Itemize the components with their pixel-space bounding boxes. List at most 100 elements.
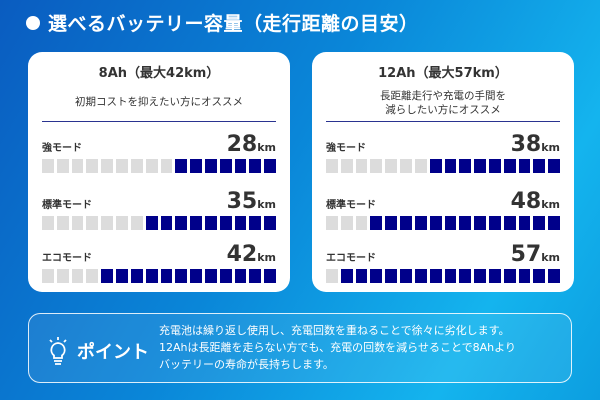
meter-block-filled (264, 216, 276, 230)
meter-block-filled (175, 269, 188, 283)
meter-block-filled (234, 269, 247, 283)
meter-block-filled (429, 159, 442, 173)
meter-block-empty (340, 159, 353, 173)
divider (326, 121, 560, 122)
point-box: ポイント 充電池は繰り返し使用し、充電回数を重ねることで徐々に劣化します。 12… (28, 313, 572, 383)
meter-block-filled (414, 269, 427, 283)
range-number: 28 (226, 132, 258, 157)
title-text: 選べるバッテリー容量（走行距離の目安） (48, 13, 419, 35)
meter-block-filled (548, 269, 560, 283)
divider (42, 121, 276, 122)
meter-block-filled (204, 269, 217, 283)
card-title: 12Ah（最大57km） (378, 66, 508, 81)
meter-block-filled (145, 269, 158, 283)
meter-block-empty (116, 216, 128, 230)
meter-block-filled (429, 269, 442, 283)
meter-block-filled (459, 159, 472, 173)
meter-block-filled (234, 159, 247, 173)
range-meter (42, 269, 276, 283)
point-line: バッテリーの寿命が長持ちします。 (159, 358, 334, 371)
meter-block-empty (42, 216, 54, 230)
meter-block-filled (219, 216, 232, 230)
meter-block-filled (160, 216, 173, 230)
meter-block-empty (56, 269, 69, 283)
range-number: 35 (226, 189, 258, 214)
meter-block-filled (219, 159, 232, 173)
meter-block-filled (370, 216, 383, 230)
range-unit: km (257, 251, 276, 264)
meter-block-filled (219, 269, 232, 283)
meter-block-filled (101, 269, 114, 283)
point-line: 充電池は繰り返し使用し、充電回数を重ねることで徐々に劣化します。 (159, 324, 510, 337)
meter-block-filled (503, 269, 516, 283)
range-meter (42, 216, 276, 230)
meter-block-empty (160, 159, 173, 173)
range-unit: km (257, 141, 276, 154)
meter-block-filled (533, 159, 546, 173)
meter-block-empty (130, 216, 143, 230)
meter-block-filled (429, 216, 442, 230)
meter-block-filled (116, 269, 128, 283)
meter-block-filled (518, 269, 531, 283)
mode-label: 強モード (326, 143, 366, 154)
range-number: 38 (510, 132, 542, 157)
meter-block-filled (459, 216, 472, 230)
meter-block-filled (190, 269, 202, 283)
meter-block-empty (355, 216, 368, 230)
range-value: 48km (511, 189, 560, 214)
meter-block-empty (71, 159, 84, 173)
meter-block-filled (175, 216, 188, 230)
card-title: 8Ah（最大42km） (98, 66, 220, 81)
mode-row: 強モード 28km (42, 130, 276, 173)
meter-block-filled (459, 269, 472, 283)
range-number: 57 (510, 242, 542, 267)
meter-block-empty (101, 159, 114, 173)
meter-block-filled (533, 269, 546, 283)
page-title: 選べるバッテリー容量（走行距離の目安） (26, 9, 419, 36)
subtitle-line: 長距離走行や充電の手間を (380, 90, 506, 102)
meter-block-empty (86, 159, 99, 173)
meter-block-filled (130, 269, 143, 283)
range-unit: km (257, 198, 276, 211)
meter-block-filled (444, 269, 457, 283)
meter-block-filled (400, 269, 412, 283)
meter-block-filled (264, 159, 276, 173)
mode-row: エコモード 42km (42, 240, 276, 283)
meter-block-filled (533, 216, 546, 230)
meter-block-empty (340, 216, 353, 230)
meter-block-empty (130, 159, 143, 173)
mode-row: 標準モード 48km (326, 187, 560, 230)
subtitle-line: 初期コストを抑えたい方にオススメ (75, 96, 243, 108)
mode-label: エコモード (326, 253, 376, 264)
meter-block-empty (370, 159, 383, 173)
card-8ah: 8Ah（最大42km） 初期コストを抑えたい方にオススメ 強モード 28km 標準モ… (28, 52, 290, 292)
meter-block-filled (488, 159, 501, 173)
subtitle-line: 減らしたい方にオススメ (385, 104, 501, 116)
mode-label: 標準モード (42, 200, 92, 211)
meter-block-filled (190, 216, 202, 230)
mode-row: 強モード 38km (326, 130, 560, 173)
meter-block-empty (56, 216, 69, 230)
range-meter (326, 159, 560, 173)
meter-block-empty (385, 159, 398, 173)
meter-block-filled (488, 269, 501, 283)
meter-block-filled (340, 269, 353, 283)
range-number: 42 (226, 242, 258, 267)
meter-block-filled (385, 216, 398, 230)
card-12ah: 12Ah（最大57km） 長距離走行や充電の手間を 減らしたい方にオススメ 強モー… (312, 52, 574, 292)
meter-block-filled (548, 159, 560, 173)
point-label-text: ポイント (77, 342, 149, 363)
meter-block-filled (548, 216, 560, 230)
meter-block-filled (264, 269, 276, 283)
range-value: 28km (227, 132, 276, 157)
meter-block-filled (204, 216, 217, 230)
meter-block-filled (444, 159, 457, 173)
meter-block-empty (116, 159, 128, 173)
meter-block-filled (400, 216, 412, 230)
point-line: 12Ahは長距離を走らない方でも、充電の回数を減らせることで8Ahより (159, 341, 516, 354)
meter-block-filled (249, 216, 262, 230)
meter-block-filled (234, 216, 247, 230)
range-number: 48 (510, 189, 542, 214)
meter-block-empty (86, 269, 99, 283)
range-meter (326, 269, 560, 283)
